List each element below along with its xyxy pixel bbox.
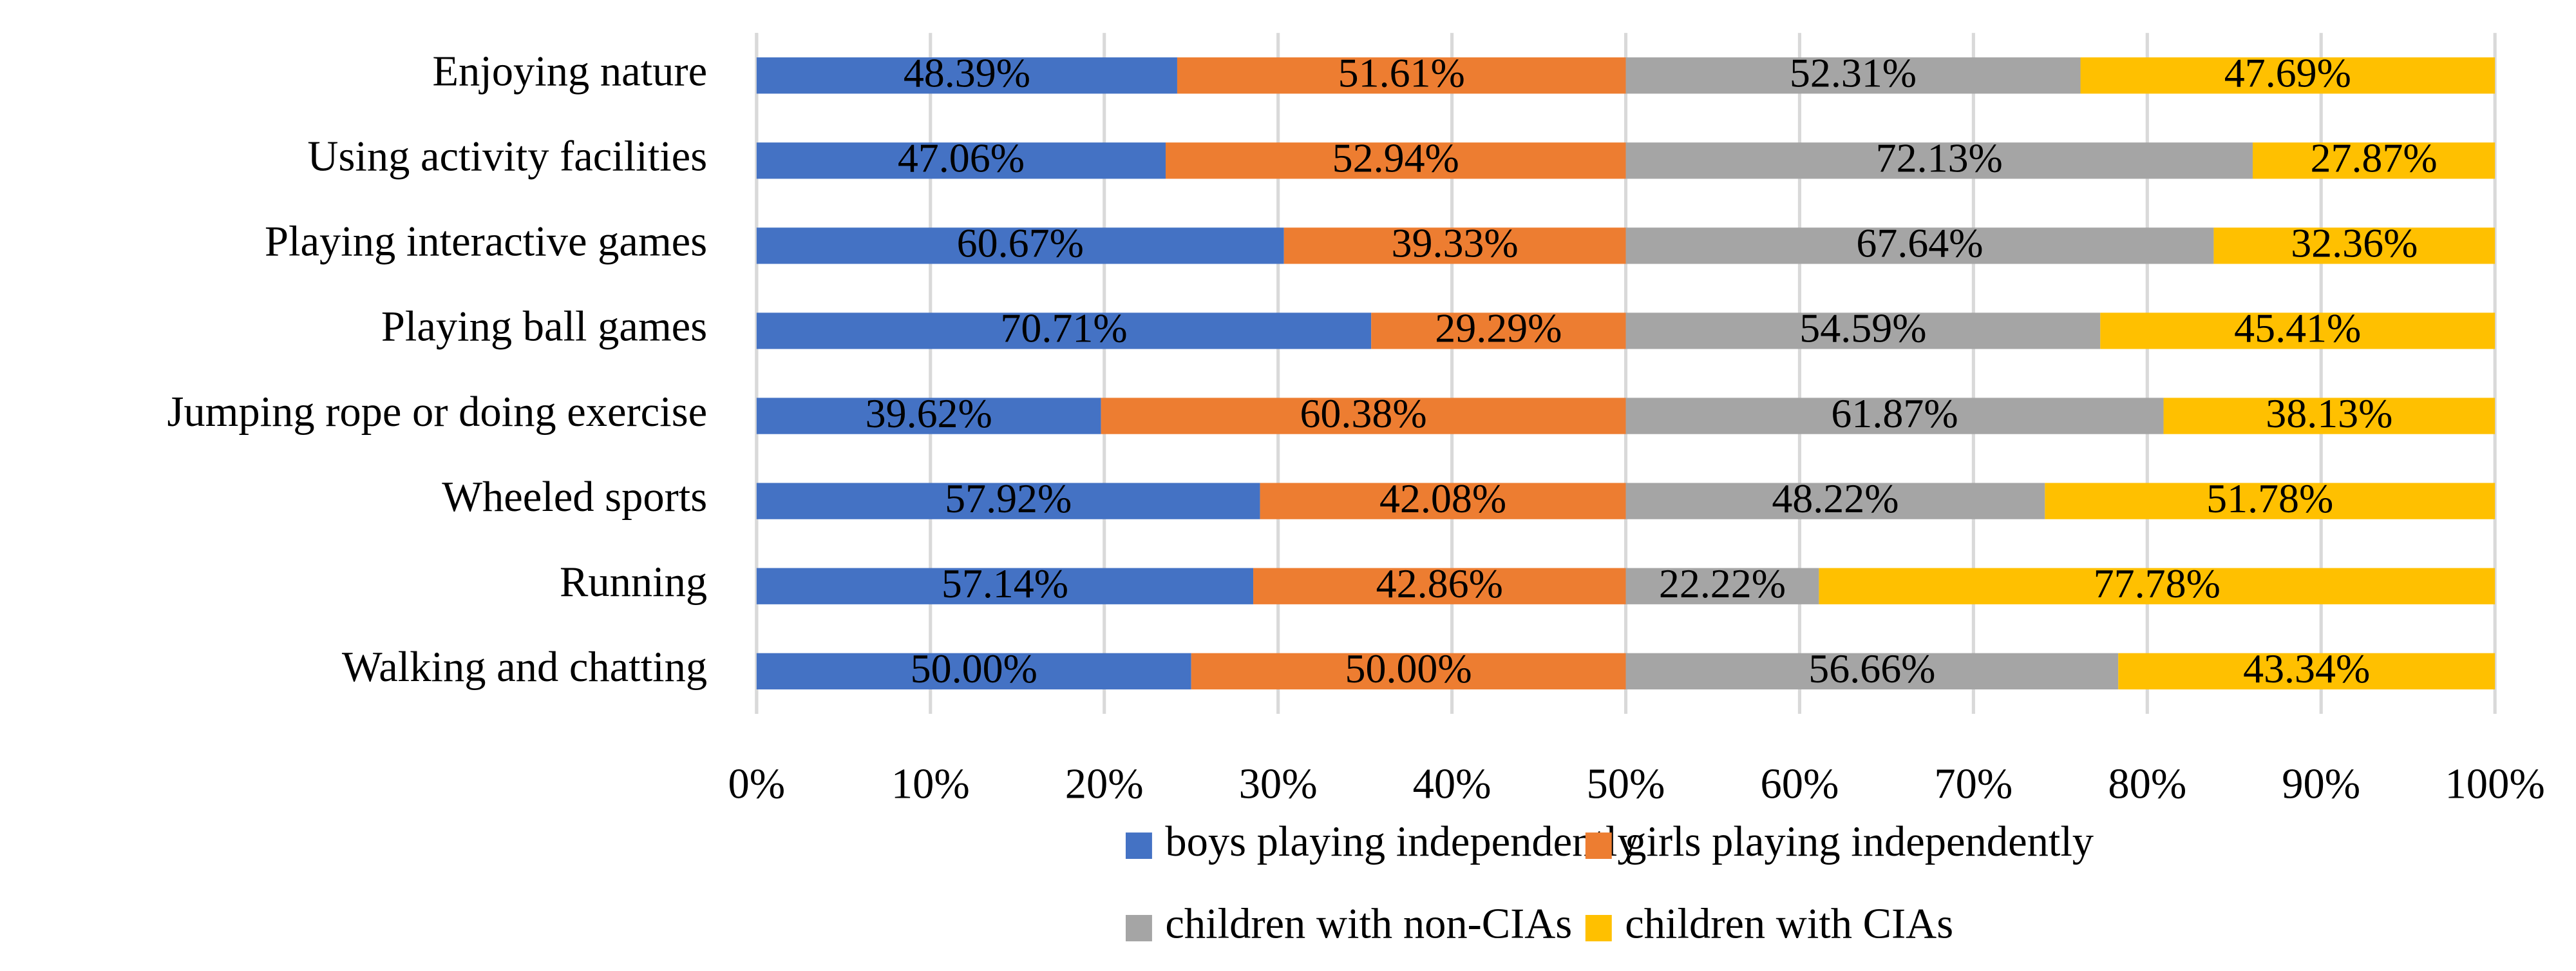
value-label: 48.22% bbox=[1772, 476, 1899, 521]
bar-segment bbox=[1177, 57, 1626, 94]
bar-segment bbox=[1625, 398, 2164, 434]
x-tick-label: 70% bbox=[1934, 760, 2012, 807]
bar-segment bbox=[1625, 142, 2253, 179]
bar-segment bbox=[756, 57, 1177, 94]
bar-segment bbox=[756, 568, 1254, 604]
value-label: 77.78% bbox=[2094, 561, 2221, 606]
y-tick-label: Enjoying nature bbox=[432, 48, 707, 95]
value-label: 70.71% bbox=[1000, 305, 1127, 351]
y-tick-label: Wheeled sports bbox=[442, 474, 707, 521]
value-label: 50.00% bbox=[911, 646, 1037, 691]
value-label: 52.31% bbox=[1790, 50, 1917, 95]
bar-segment bbox=[756, 227, 1284, 264]
value-label: 39.62% bbox=[866, 390, 992, 436]
x-tick-label: 0% bbox=[728, 760, 786, 807]
y-tick-label: Using activity facilities bbox=[307, 133, 707, 180]
legend-label: children with CIAs bbox=[1625, 901, 1953, 948]
value-label: 51.61% bbox=[1338, 50, 1465, 95]
bar-segment bbox=[1625, 653, 2119, 689]
value-label: 22.22% bbox=[1659, 561, 1786, 606]
bar-segment bbox=[2045, 483, 2496, 519]
value-label: 45.41% bbox=[2234, 305, 2361, 351]
x-tick-label: 10% bbox=[891, 760, 970, 807]
bar-segment bbox=[1625, 312, 2101, 349]
legend-label: boys playing independently bbox=[1165, 818, 1638, 865]
value-label: 52.94% bbox=[1332, 135, 1459, 181]
bar-segment bbox=[2253, 142, 2496, 179]
value-label: 39.33% bbox=[1392, 220, 1519, 266]
bar-segment bbox=[2080, 57, 2496, 94]
y-tick-label: Playing ball games bbox=[381, 303, 707, 351]
bar-segment bbox=[1625, 57, 2081, 94]
x-tick-label: 90% bbox=[2282, 760, 2360, 807]
bar-segment bbox=[1191, 653, 1626, 689]
value-label: 67.64% bbox=[1856, 220, 1983, 266]
bar-segment bbox=[1819, 568, 2496, 604]
bar-segment bbox=[1371, 312, 1626, 349]
value-label: 43.34% bbox=[2243, 646, 2370, 691]
bar-segment bbox=[1260, 483, 1626, 519]
value-label: 32.36% bbox=[2291, 220, 2418, 266]
bar-segment bbox=[1625, 483, 2045, 519]
bar-segment bbox=[1625, 227, 2214, 264]
y-tick-label: Playing interactive games bbox=[265, 218, 707, 265]
value-label: 38.13% bbox=[2266, 390, 2392, 436]
x-tick-label: 20% bbox=[1065, 760, 1144, 807]
bar-segment bbox=[2118, 653, 2496, 689]
value-label: 57.92% bbox=[945, 476, 1072, 521]
value-label: 60.67% bbox=[957, 220, 1084, 266]
bar-segment bbox=[2163, 398, 2496, 434]
value-label: 61.87% bbox=[1831, 390, 1958, 436]
y-tick-label: Jumping rope or doing exercise bbox=[167, 389, 707, 436]
legend-swatch bbox=[1125, 832, 1152, 860]
bar-segment bbox=[1166, 142, 1626, 179]
y-tick-label: Running bbox=[560, 559, 707, 606]
value-label: 50.00% bbox=[1345, 646, 1472, 691]
x-tick-label: 40% bbox=[1413, 760, 1492, 807]
bar-segment bbox=[756, 653, 1191, 689]
x-tick-label: 30% bbox=[1239, 760, 1318, 807]
x-tick-label: 60% bbox=[1760, 760, 1839, 807]
bar-segment bbox=[756, 483, 1260, 519]
legend-label: children with non-CIAs bbox=[1165, 901, 1572, 948]
bar-segment bbox=[1625, 568, 1819, 604]
value-label: 29.29% bbox=[1435, 305, 1562, 351]
value-label: 42.08% bbox=[1379, 476, 1506, 521]
value-label: 42.86% bbox=[1376, 561, 1503, 606]
value-label: 57.14% bbox=[942, 561, 1068, 606]
value-label: 48.39% bbox=[904, 50, 1030, 95]
value-label: 60.38% bbox=[1300, 390, 1426, 436]
value-label: 47.06% bbox=[898, 135, 1025, 181]
bar-segment bbox=[1283, 227, 1626, 264]
x-tick-label: 50% bbox=[1587, 760, 1665, 807]
bar-segment bbox=[756, 398, 1101, 434]
legend-swatch bbox=[1585, 832, 1612, 860]
value-label: 47.69% bbox=[2224, 50, 2351, 95]
bar-segment bbox=[756, 312, 1372, 349]
bar-segment bbox=[2100, 312, 2496, 349]
value-label: 72.13% bbox=[1876, 135, 2003, 181]
bar-segment bbox=[1253, 568, 1626, 604]
value-label: 27.87% bbox=[2310, 135, 2437, 181]
legend-label: girls playing independently bbox=[1625, 818, 2094, 865]
x-tick-label: 80% bbox=[2108, 760, 2186, 807]
value-label: 56.66% bbox=[1808, 646, 1935, 691]
bar-segment bbox=[1101, 398, 1626, 434]
y-tick-label: Walking and chatting bbox=[342, 644, 707, 691]
value-label: 54.59% bbox=[1799, 305, 1926, 351]
bar-segment bbox=[2213, 227, 2496, 264]
x-tick-label: 100% bbox=[2445, 760, 2545, 807]
legend-swatch bbox=[1585, 915, 1612, 941]
legend-swatch bbox=[1125, 915, 1152, 941]
value-label: 51.78% bbox=[2206, 476, 2333, 521]
bar-segment bbox=[756, 142, 1166, 179]
